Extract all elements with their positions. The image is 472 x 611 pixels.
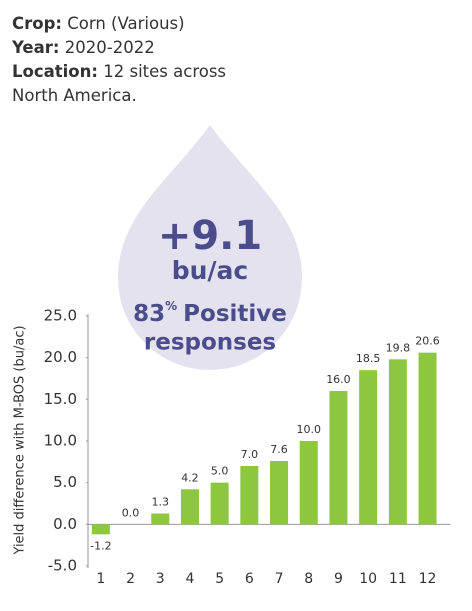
y-tick-label: 10.0 — [44, 432, 77, 450]
bar — [418, 352, 437, 525]
info-label: Crop: — [12, 14, 62, 33]
callout-percent: 83 — [133, 301, 165, 327]
x-tick-label: 3 — [156, 571, 165, 587]
value-label: -1.2 — [90, 539, 111, 552]
value-label: 5.0 — [211, 465, 229, 478]
bar — [329, 391, 348, 525]
x-tick-label: 6 — [245, 571, 254, 587]
info-block: Crop: Corn (Various) Year: 2020-2022 Locat… — [12, 12, 244, 108]
x-tick-label: 2 — [126, 571, 135, 587]
x-tick-label: 4 — [185, 571, 194, 587]
info-value: Corn (Various) — [67, 14, 185, 33]
bar — [270, 461, 289, 525]
x-tick-label: 11 — [389, 571, 407, 587]
info-label: Year: — [12, 38, 60, 57]
info-line: Year: 2020-2022 — [12, 36, 244, 60]
callout-percent-line: 83% Positive — [133, 299, 287, 327]
bar — [210, 482, 229, 525]
y-axis-label: Yield difference with M-BOS (bu/ac) — [13, 325, 28, 555]
drop-shape — [118, 125, 302, 370]
value-label: 10.0 — [297, 423, 322, 436]
bar — [91, 524, 110, 535]
x-tick-label: 1 — [96, 571, 105, 587]
callout-line: responses — [144, 330, 276, 356]
bar — [359, 370, 378, 525]
bar — [240, 466, 259, 525]
info-line: Crop: Corn (Various) — [12, 12, 244, 36]
value-label: 0.0 — [122, 506, 140, 519]
bar — [180, 489, 199, 525]
y-tick-label: 15.0 — [44, 390, 77, 408]
y-tick-label: 25.0 — [44, 307, 77, 325]
info-value: 12 sites across North America. — [12, 62, 227, 105]
value-label: 16.0 — [326, 373, 351, 386]
callout-value: +9.1 — [158, 213, 262, 259]
y-tick-label: 20.0 — [44, 348, 77, 366]
value-label: 7.0 — [241, 448, 259, 461]
y-tick-label: -5.0 — [48, 557, 77, 575]
info-value: 2020-2022 — [64, 38, 155, 57]
callout-line: Positive — [183, 301, 287, 327]
x-tick-label: 9 — [334, 571, 343, 587]
value-label: 18.5 — [356, 352, 381, 365]
callout-percent-sign: % — [165, 299, 177, 313]
value-label: 7.6 — [270, 443, 288, 456]
info-label: Location: — [12, 62, 98, 81]
bar — [151, 513, 170, 525]
x-tick-label: 10 — [359, 571, 377, 587]
y-tick-label: 0.0 — [53, 515, 77, 533]
value-label: 1.3 — [152, 496, 170, 509]
bar — [299, 441, 318, 525]
x-tick-label: 12 — [419, 571, 437, 587]
info-line: Location: 12 sites across North America. — [12, 60, 244, 108]
value-label: 20.6 — [415, 335, 440, 348]
callout-unit: bu/ac — [172, 256, 249, 285]
x-tick-label: 5 — [215, 571, 224, 587]
y-tick-label: 5.0 — [53, 473, 77, 491]
x-tick-label: 8 — [304, 571, 313, 587]
value-label: 19.8 — [386, 341, 411, 354]
x-tick-label: 7 — [275, 571, 284, 587]
bar — [388, 359, 407, 525]
value-label: 4.2 — [181, 471, 199, 484]
